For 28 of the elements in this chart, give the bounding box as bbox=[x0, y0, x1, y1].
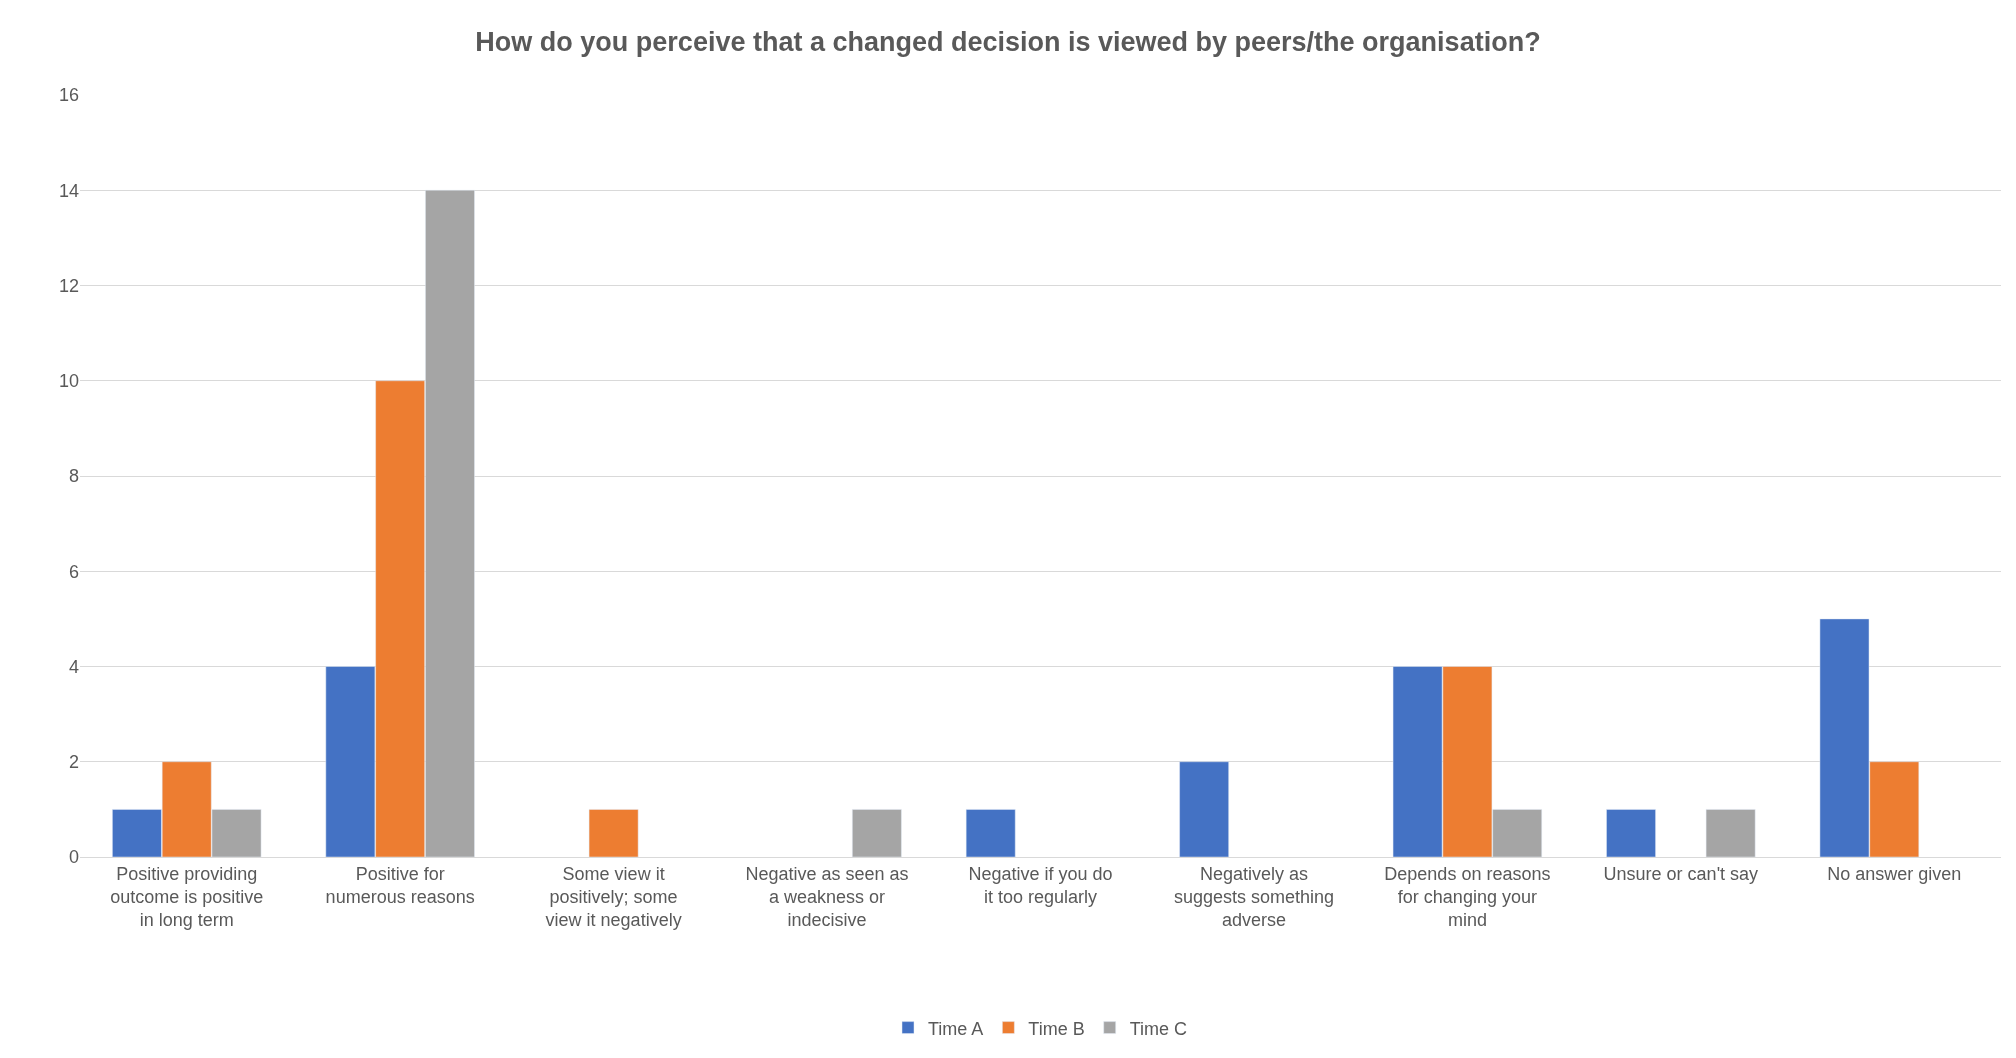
y-tick-label: 2 bbox=[68, 752, 79, 773]
y-tick-label: 12 bbox=[58, 275, 79, 296]
x-tick-label: Positive providing outcome is positive in long term bbox=[110, 863, 264, 931]
x-tick-label: Negatively as suggests something adverse bbox=[1173, 863, 1334, 931]
y-tick-label: 10 bbox=[58, 371, 79, 392]
x-tick-label: Unsure or can't say bbox=[1603, 863, 1759, 884]
legend-label: Time C bbox=[1129, 1018, 1188, 1039]
x-tick-label: Positive for numerous reasons bbox=[325, 863, 475, 907]
y-tick-label: 14 bbox=[58, 180, 79, 201]
x-tick-label: Negative as seen as a weakness or indecisive bbox=[745, 863, 909, 931]
x-tick-label: Negative if you do it too regularly bbox=[968, 863, 1113, 907]
y-tick-label: 0 bbox=[68, 847, 79, 868]
y-tick-label: 8 bbox=[68, 466, 79, 487]
bar bbox=[1179, 761, 1229, 857]
x-tick-label: Depends on reasons for changing your mind bbox=[1384, 863, 1551, 931]
chart-title: How do you perceive that a changed decision is viewed by peers/the organisation? bbox=[475, 26, 1541, 57]
x-tick-label: No answer given bbox=[1827, 863, 1962, 884]
x-tick-label: Some view it positively; some view it negatively bbox=[545, 863, 682, 931]
bar bbox=[1705, 809, 1756, 857]
bar bbox=[852, 809, 902, 857]
legend-label: Time B bbox=[1028, 1018, 1085, 1039]
legend-label: Time A bbox=[928, 1018, 984, 1039]
bar bbox=[1606, 809, 1656, 857]
bar bbox=[965, 809, 1016, 857]
y-tick-label: 4 bbox=[68, 656, 79, 677]
y-tick-label: 6 bbox=[68, 561, 79, 582]
bar bbox=[588, 809, 639, 857]
y-tick-label: 16 bbox=[58, 85, 79, 106]
